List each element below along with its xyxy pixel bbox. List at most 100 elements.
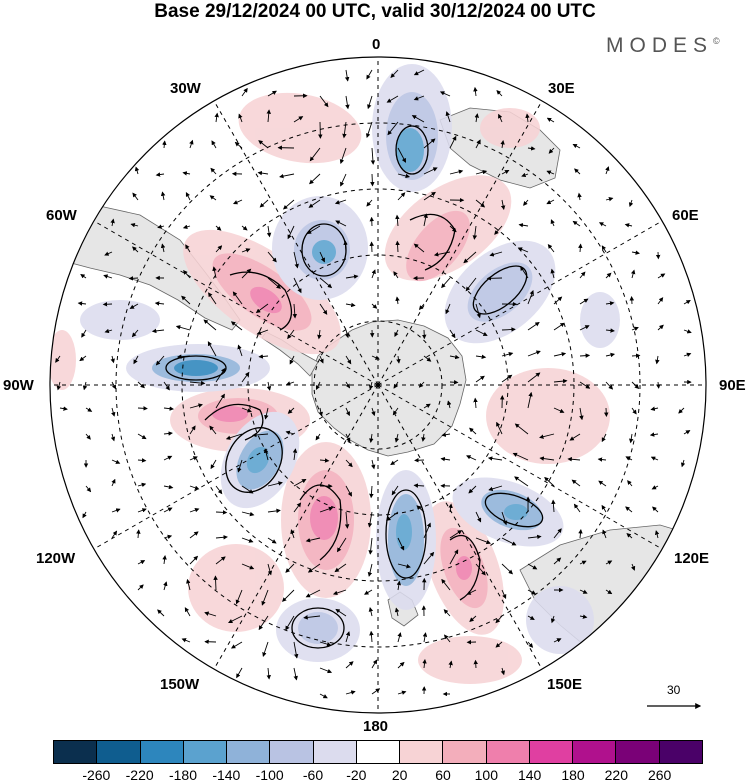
wind-arrow xyxy=(501,327,516,332)
wind-arrow xyxy=(578,528,583,539)
wind-arrow xyxy=(235,589,243,605)
wind-arrow xyxy=(544,476,555,487)
wind-arrow xyxy=(292,303,298,319)
wind-arrow xyxy=(232,291,243,305)
wind-arrow xyxy=(155,172,165,177)
wind-arrow xyxy=(395,214,400,227)
wind-arrow xyxy=(487,456,503,461)
wind-arrow xyxy=(473,397,478,409)
positive-anomaly xyxy=(188,544,284,632)
wind-arrow xyxy=(289,355,295,365)
wind-arrow xyxy=(241,485,254,494)
wind-arrow xyxy=(577,192,582,201)
wind-arrow xyxy=(293,667,298,681)
wind-arrow xyxy=(657,324,664,331)
wind-arrow xyxy=(256,329,269,335)
wind-arrow xyxy=(267,537,277,544)
wind-arrow xyxy=(551,499,556,513)
wind-arrow xyxy=(137,584,144,591)
wind-arrow xyxy=(469,427,477,435)
wind-arrow xyxy=(579,560,587,565)
wind-arrow xyxy=(395,296,400,305)
wind-arrow xyxy=(344,329,350,339)
wind-arrow xyxy=(631,353,641,358)
wind-arrow xyxy=(131,246,139,253)
wind-arrow xyxy=(553,352,567,357)
contour xyxy=(395,125,429,175)
wind-arrow xyxy=(501,169,510,175)
wind-arrow xyxy=(241,563,255,570)
wind-arrow xyxy=(55,355,61,363)
contour xyxy=(291,607,345,649)
label-150w: 150W xyxy=(160,676,200,693)
wind-arrow xyxy=(213,575,218,591)
wind-arrow xyxy=(651,485,659,490)
wind-arrow xyxy=(315,381,321,391)
colorbar-bin xyxy=(97,741,141,763)
wind-arrow xyxy=(335,220,347,227)
colorbar-bin xyxy=(573,741,617,763)
wind-arrow xyxy=(579,381,591,389)
wind-arrow xyxy=(475,511,482,523)
wind-arrow xyxy=(394,607,400,617)
wind-arrow xyxy=(267,563,273,576)
wind-arrow xyxy=(230,641,243,649)
wind-arrow xyxy=(303,615,321,620)
wind-arrow xyxy=(371,659,378,669)
brand-text: MODES xyxy=(606,34,714,57)
wind-arrow xyxy=(241,248,251,253)
wind-arrow xyxy=(423,191,436,201)
meridian-line xyxy=(377,219,665,386)
wind-arrow xyxy=(189,456,198,461)
wind-arrow xyxy=(500,199,506,211)
wind-arrow xyxy=(262,641,269,657)
wind-arrow xyxy=(449,354,460,360)
wind-arrow xyxy=(236,667,243,679)
wind-arrow xyxy=(500,139,505,149)
colorbar xyxy=(53,740,703,764)
positive-anomaly xyxy=(50,330,76,390)
wind-arrow xyxy=(441,578,451,591)
wind-arrow xyxy=(345,407,350,417)
wind-arrow xyxy=(571,479,581,487)
wind-arrow xyxy=(605,589,613,595)
wind-arrow xyxy=(449,169,464,175)
wind-arrow xyxy=(630,269,636,279)
wind-arrow xyxy=(215,510,228,515)
wind-arrow xyxy=(319,303,328,315)
wind-arrow xyxy=(290,529,295,539)
wind-arrow xyxy=(77,301,87,306)
wind-arrow xyxy=(423,138,436,149)
colorbar-bin xyxy=(443,741,487,763)
wind-arrow xyxy=(215,225,222,231)
wind-arrow xyxy=(527,290,534,305)
south-america xyxy=(54,204,241,331)
wind-arrow xyxy=(345,355,352,365)
wind-arrow xyxy=(546,199,555,205)
wind-arrow xyxy=(501,351,514,357)
wind-arrow xyxy=(413,95,425,101)
wind-arrow xyxy=(413,69,425,76)
wind-arrow xyxy=(475,139,481,149)
wind-arrow xyxy=(652,506,659,513)
wind-arrow xyxy=(475,537,491,545)
colorbar-tick-label: 180 xyxy=(561,767,585,783)
wind-arrow xyxy=(498,113,503,123)
wind-arrow xyxy=(539,433,555,439)
negative-anomaly xyxy=(298,612,338,644)
positive-anomaly xyxy=(250,286,282,314)
wind-arrow xyxy=(445,303,451,315)
wind-arrow xyxy=(111,459,121,464)
meridian-line xyxy=(377,384,665,551)
wind-arrow xyxy=(416,505,425,513)
wind-arrow xyxy=(266,225,272,238)
wind-arrow xyxy=(440,456,451,462)
wind-arrow xyxy=(344,511,350,529)
wind-arrow xyxy=(495,641,503,648)
wind-arrow xyxy=(293,479,307,487)
wind-arrow xyxy=(574,168,581,175)
contour xyxy=(484,492,544,528)
wind-arrow xyxy=(137,381,145,389)
wind-arrow xyxy=(527,350,541,357)
wind-arrow xyxy=(605,352,616,358)
